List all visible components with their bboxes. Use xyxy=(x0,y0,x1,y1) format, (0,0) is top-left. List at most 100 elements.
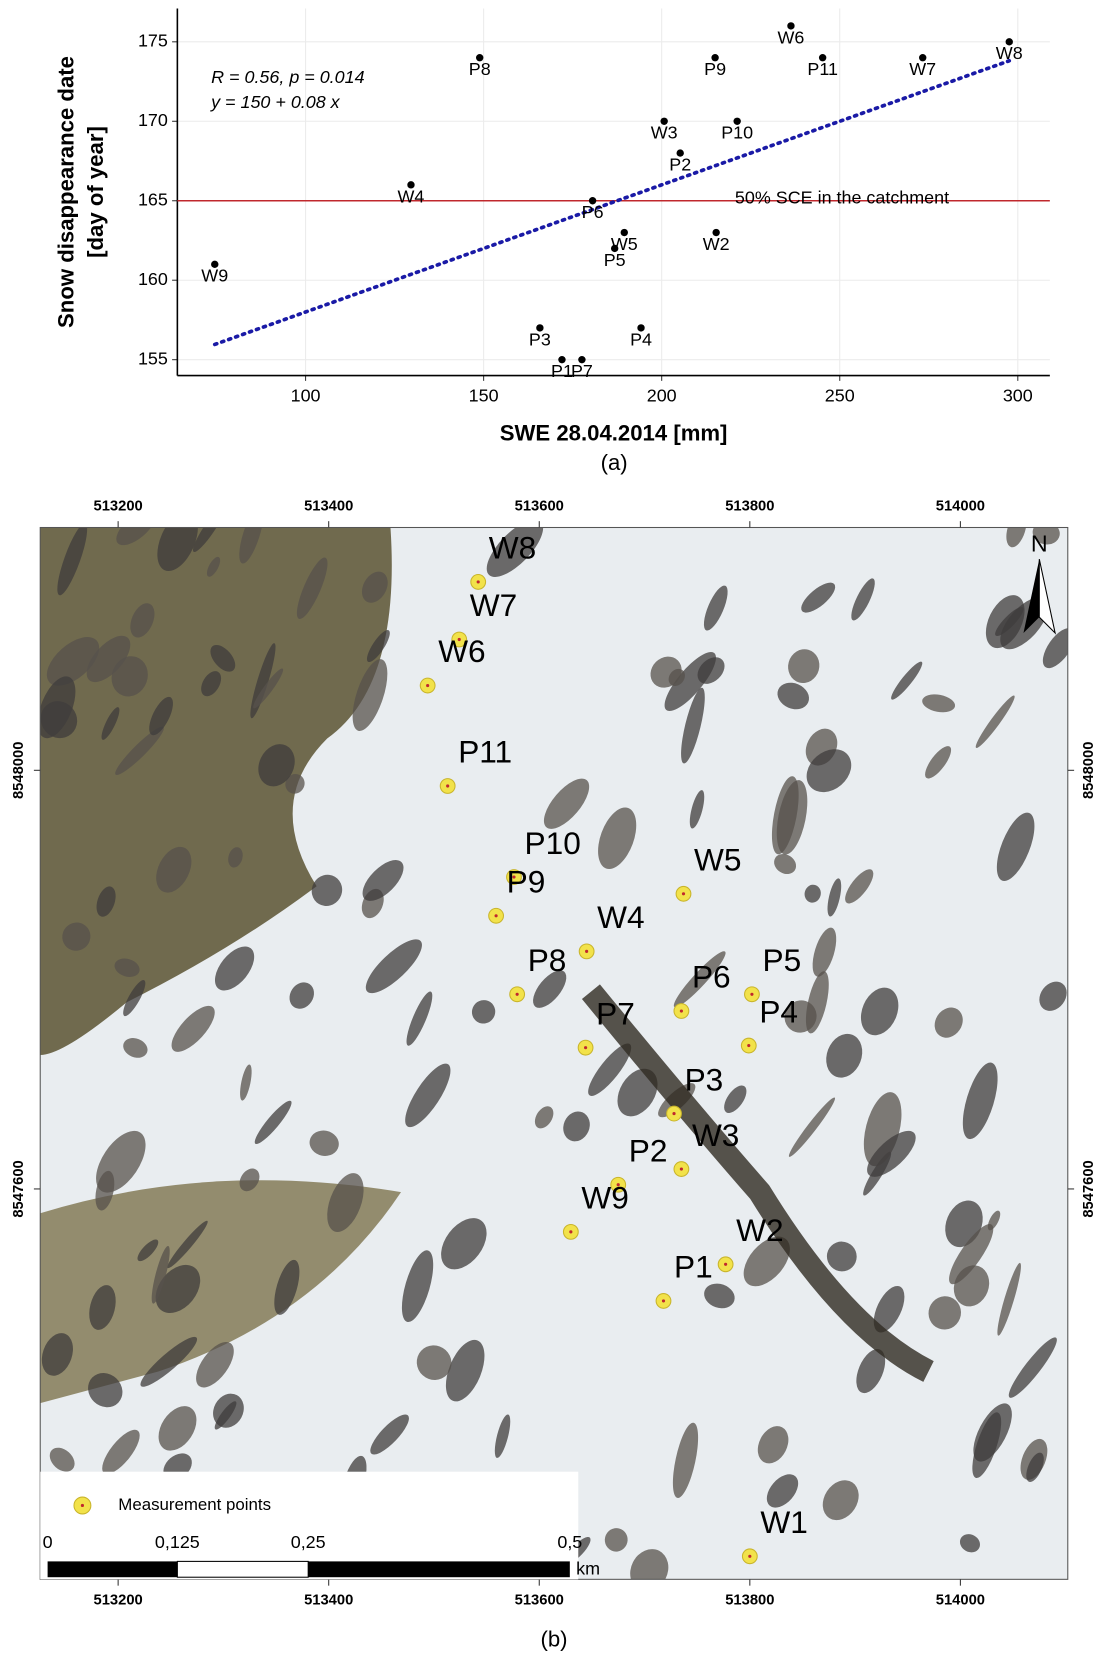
caption: (a) xyxy=(601,450,628,475)
rock xyxy=(96,886,116,917)
y-axis-title: [day of year] xyxy=(83,126,108,258)
terrain xyxy=(40,527,1068,1580)
rock xyxy=(41,1333,73,1376)
rock xyxy=(630,1549,669,1580)
point-center xyxy=(750,992,754,996)
rock xyxy=(1008,1337,1057,1398)
point-label: P5 xyxy=(762,942,801,978)
rock xyxy=(563,1111,590,1142)
vegetation xyxy=(40,1180,402,1404)
point-label: P10 xyxy=(721,123,753,143)
annotation: y = 150 + 0.08 x xyxy=(209,92,341,112)
plot-area xyxy=(177,8,1050,376)
point-center xyxy=(724,1262,728,1266)
rock xyxy=(534,1106,554,1129)
rock xyxy=(89,1285,116,1330)
rock xyxy=(62,922,91,951)
rock xyxy=(155,1264,201,1313)
rock xyxy=(123,1038,148,1058)
rock xyxy=(959,1534,981,1553)
rock xyxy=(151,1246,170,1304)
point xyxy=(733,117,741,125)
rock xyxy=(997,1262,1021,1336)
rock xyxy=(962,1062,998,1140)
point xyxy=(211,260,219,269)
point-label: P4 xyxy=(630,329,652,349)
point-center xyxy=(446,784,450,788)
rock xyxy=(975,695,1015,748)
point-label: P10 xyxy=(525,825,581,861)
reference-label: 50% SCE in the catchment xyxy=(735,187,949,207)
rock xyxy=(253,668,284,709)
point-center xyxy=(672,1112,676,1116)
rock xyxy=(401,1250,434,1323)
rock xyxy=(156,846,192,893)
rock xyxy=(88,1373,123,1408)
point xyxy=(660,117,668,125)
point xyxy=(787,22,795,30)
point-label: W9 xyxy=(581,1180,628,1216)
x-tick-label: 100 xyxy=(291,385,321,405)
valley xyxy=(581,984,934,1382)
x-tick-label: 150 xyxy=(469,385,499,405)
scale-label: 0,25 xyxy=(291,1532,326,1552)
rock xyxy=(228,847,243,868)
rock xyxy=(788,649,820,684)
rock xyxy=(49,1447,75,1472)
rock xyxy=(361,571,388,603)
point-center xyxy=(494,914,498,918)
rock xyxy=(240,1064,252,1101)
rock xyxy=(157,527,198,572)
rock xyxy=(533,970,567,1008)
rock xyxy=(140,1336,198,1387)
rock xyxy=(57,527,88,596)
point-label: P1 xyxy=(674,1249,713,1285)
rock xyxy=(1042,628,1068,669)
point xyxy=(558,355,566,364)
scale-label: 0,125 xyxy=(155,1532,200,1552)
rock xyxy=(239,1168,260,1192)
point-label: P9 xyxy=(704,59,726,79)
rock xyxy=(987,1210,1001,1231)
point-label: W4 xyxy=(398,186,425,206)
x-tick-label: 513800 xyxy=(725,498,774,514)
rock xyxy=(650,656,682,688)
rock xyxy=(494,1414,511,1458)
point-label: P3 xyxy=(529,329,551,349)
point-center xyxy=(585,949,589,953)
point-center xyxy=(748,1554,752,1558)
rock xyxy=(1032,527,1060,545)
x-tick-label: 514000 xyxy=(936,1592,985,1608)
rock xyxy=(543,778,590,829)
scale-segment xyxy=(176,1560,309,1578)
rock xyxy=(365,939,422,994)
rock xyxy=(274,1259,300,1315)
rock xyxy=(86,635,131,683)
point-center xyxy=(515,992,519,996)
rock xyxy=(925,746,952,779)
point-label: P8 xyxy=(469,59,491,79)
point-label: W9 xyxy=(201,266,228,286)
point-label: W5 xyxy=(611,234,638,254)
rock xyxy=(96,1130,146,1193)
rock xyxy=(370,1414,409,1455)
rock xyxy=(201,671,222,697)
north-label: N xyxy=(1031,531,1048,557)
point-label: W4 xyxy=(597,899,644,935)
rock xyxy=(822,1480,859,1521)
point-label: W6 xyxy=(778,27,805,47)
y-tick-label: 165 xyxy=(138,189,168,209)
rock xyxy=(996,812,1035,881)
point-label: P11 xyxy=(458,734,512,770)
point-label: W1 xyxy=(760,1504,807,1540)
point-label: P4 xyxy=(759,993,798,1029)
point-label: W5 xyxy=(694,842,741,878)
x-axis-title: SWE 28.04.2014 [mm] xyxy=(500,421,728,446)
rock xyxy=(167,1220,208,1269)
point-center xyxy=(679,1167,683,1171)
x-tick-label: 513600 xyxy=(515,1592,564,1608)
rock xyxy=(598,807,637,869)
rock xyxy=(471,1000,496,1024)
point-center xyxy=(616,1183,620,1187)
point-label: P9 xyxy=(507,863,546,899)
